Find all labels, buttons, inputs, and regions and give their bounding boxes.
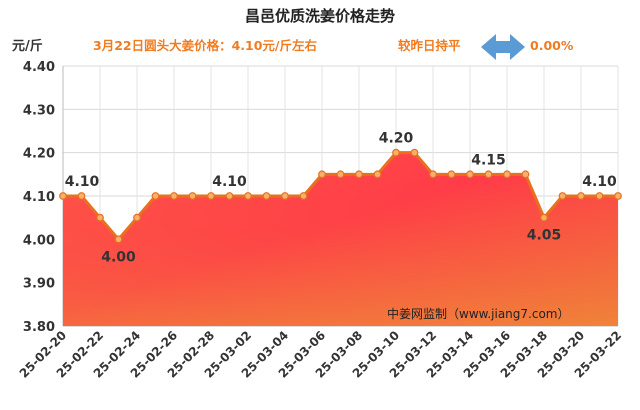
y-tick-label: 3.80 <box>23 320 55 335</box>
data-labels: 4.10 4.00 4.10 4.20 4.15 4.05 4.10 <box>65 131 617 266</box>
data-point-25-03-20 <box>577 192 585 200</box>
data-point-25-03-15 <box>484 170 493 179</box>
data-point-25-03-18 <box>540 213 548 222</box>
data-label: 4.10 <box>212 174 247 190</box>
data-point-25-02-27 <box>188 192 197 200</box>
change-value: 0.00% <box>530 38 574 53</box>
data-label: 4.05 <box>527 228 562 244</box>
data-point-25-02-28 <box>207 192 215 200</box>
chart-title: 昌邑优质洗姜价格走势 <box>245 7 395 25</box>
y-tick-label: 4.40 <box>23 60 55 75</box>
y-tick-label: 4.30 <box>23 103 55 118</box>
data-point-25-03-08 <box>355 170 363 179</box>
y-tick-label: 4.20 <box>23 147 55 162</box>
y-tick-label: 4.10 <box>23 190 55 205</box>
data-point-25-02-20 <box>59 192 67 200</box>
data-point-25-02-22 <box>96 213 104 222</box>
data-point-25-03-04 <box>281 192 289 200</box>
source-watermark: 中姜网监制（www.jiang7.com） <box>387 306 569 321</box>
data-point-25-02-24 <box>133 213 141 222</box>
data-point-25-03-12 <box>429 170 437 179</box>
data-point-25-03-13 <box>447 170 456 179</box>
x-axis-ticks: 25-02-2025-02-2225-02-2425-02-2625-02-28… <box>17 328 624 380</box>
data-label: 4.20 <box>379 131 414 147</box>
data-point-25-03-16 <box>503 170 511 179</box>
data-label: 4.00 <box>101 249 136 265</box>
data-point-25-03-10 <box>392 148 400 157</box>
comparison-label: 较昨日持平 <box>398 38 461 53</box>
data-point-25-03-05 <box>299 192 308 200</box>
data-point-25-03-17 <box>521 170 530 179</box>
data-point-25-02-23 <box>114 235 123 244</box>
data-point-25-03-01 <box>225 192 234 200</box>
y-tick-label: 3.90 <box>23 277 55 292</box>
data-point-25-03-06 <box>318 170 326 179</box>
data-label: 4.10 <box>582 174 617 190</box>
data-point-25-02-21 <box>77 192 86 200</box>
data-point-25-03-02 <box>244 192 252 200</box>
y-axis-unit-label: 元/斤 <box>12 38 43 54</box>
data-point-25-03-19 <box>558 192 567 200</box>
data-point-25-03-21 <box>595 192 604 200</box>
data-point-25-03-09 <box>373 170 382 179</box>
data-label: 4.10 <box>65 174 100 190</box>
data-point-25-03-03 <box>262 192 271 200</box>
data-point-25-03-22 <box>614 192 622 200</box>
data-point-25-03-07 <box>336 170 345 179</box>
data-points <box>59 148 622 244</box>
data-point-25-02-26 <box>170 192 178 200</box>
data-point-25-03-14 <box>466 170 474 179</box>
y-tick-label: 4.00 <box>23 233 55 248</box>
y-axis-ticks: 3.80 3.90 4.00 4.10 4.20 4.30 4.40 <box>23 60 55 335</box>
double-arrow-icon <box>481 34 525 60</box>
chart-subtitle: 3月22日圆头大姜价格：4.10元/斤左右 <box>93 38 317 53</box>
data-point-25-03-11 <box>410 148 419 157</box>
data-point-25-02-25 <box>151 192 160 200</box>
data-label: 4.15 <box>471 152 506 168</box>
